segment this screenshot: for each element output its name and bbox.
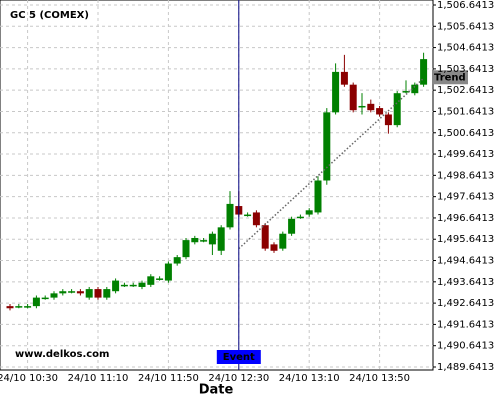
- y-tick-label: 1,494.6413: [437, 256, 494, 267]
- candle-body: [85, 289, 93, 298]
- candle-body: [103, 289, 111, 298]
- candle-body: [50, 293, 58, 298]
- candle-body: [24, 306, 32, 308]
- overlay: Trend Event: [216, 0, 468, 370]
- candle-body: [32, 297, 40, 307]
- y-tick-label: 1,504.6413: [437, 43, 494, 54]
- candle-body: [358, 105, 366, 108]
- y-tick-label: 1,501.6413: [437, 106, 494, 117]
- candle-body: [208, 233, 216, 245]
- candle-body: [120, 284, 128, 287]
- x-tick-label: 24/10 11:10: [68, 373, 129, 384]
- y-tick-label: 1,503.6413: [437, 64, 494, 75]
- candle-body: [59, 291, 67, 294]
- candle-body: [191, 237, 199, 243]
- candle-body: [112, 280, 120, 292]
- candle-body: [129, 284, 137, 287]
- candle-body: [349, 84, 357, 111]
- candle-body: [252, 212, 260, 226]
- candle-body: [94, 289, 102, 298]
- candle-body: [261, 225, 269, 249]
- x-tick-label: 24/10 12:30: [208, 373, 269, 384]
- candle-body: [402, 91, 410, 93]
- candle-body: [393, 93, 401, 126]
- y-tick-label: 1,495.6413: [437, 234, 494, 245]
- candle-body: [217, 227, 225, 251]
- candle-body: [296, 216, 304, 219]
- x-tick-label: 24/10 10:30: [0, 373, 58, 384]
- candle-body: [173, 257, 181, 264]
- candle-body: [200, 240, 208, 242]
- candle-body: [15, 306, 23, 308]
- trend-badge: [432, 70, 468, 85]
- candle-body: [332, 71, 340, 113]
- candle-body: [305, 210, 313, 215]
- candle-body: [244, 214, 252, 217]
- candle-body: [147, 276, 155, 285]
- event-label: Event: [223, 352, 255, 363]
- candle-body: [41, 297, 49, 300]
- y-tick-label: 1,493.6413: [437, 277, 494, 288]
- y-tick-label: 1,506.6413: [437, 0, 494, 11]
- x-tick-label: 24/10 11:50: [138, 373, 199, 384]
- y-tick-label: 1,499.6413: [437, 149, 494, 160]
- marks: [6, 52, 428, 311]
- y-tick-label: 1,492.6413: [437, 298, 494, 309]
- candle-body: [367, 103, 375, 111]
- candle-body: [340, 71, 348, 85]
- candle-body: [68, 291, 76, 293]
- x-tick-label: 24/10 13:50: [349, 373, 410, 384]
- y-tick-label: 1,500.6413: [437, 128, 494, 139]
- x-axis-label: Date: [199, 383, 234, 398]
- plot-frame: [0, 0, 434, 371]
- candle-body: [411, 84, 419, 94]
- candle-body: [156, 278, 164, 280]
- candle-body: [138, 282, 146, 287]
- candle-body: [76, 291, 84, 294]
- x-tick-label: 24/10 13:10: [279, 373, 340, 384]
- candle-body: [323, 112, 331, 181]
- candle-body: [6, 306, 14, 309]
- candle-body: [164, 263, 172, 281]
- candle-body: [270, 244, 278, 251]
- event-badge: [216, 350, 261, 364]
- candle-body: [384, 114, 392, 126]
- y-tick-label: 1,491.6413: [437, 319, 494, 330]
- chart-title: GC 5 (COMEX): [10, 10, 89, 21]
- y-tick-label: 1,498.6413: [437, 170, 494, 181]
- trend-label: Trend: [434, 72, 466, 83]
- candle-body: [288, 218, 296, 234]
- y-tick-label: 1,502.6413: [437, 85, 494, 96]
- candle-body: [279, 233, 287, 249]
- y-tick-label: 1,490.6413: [437, 341, 494, 352]
- y-tick-label: 1,496.6413: [437, 213, 494, 224]
- y-tick-label: 1,505.6413: [437, 21, 494, 32]
- y-tick-label: 1,489.6413: [437, 362, 494, 373]
- candle-body: [226, 203, 234, 228]
- y-tick-label: 1,497.6413: [437, 192, 494, 203]
- candle-body: [376, 108, 384, 115]
- candle-body: [314, 180, 322, 213]
- watermark: www.delkos.com: [15, 349, 109, 360]
- candle-body: [182, 240, 190, 258]
- candle-body: [420, 59, 428, 85]
- grid: [0, 0, 436, 370]
